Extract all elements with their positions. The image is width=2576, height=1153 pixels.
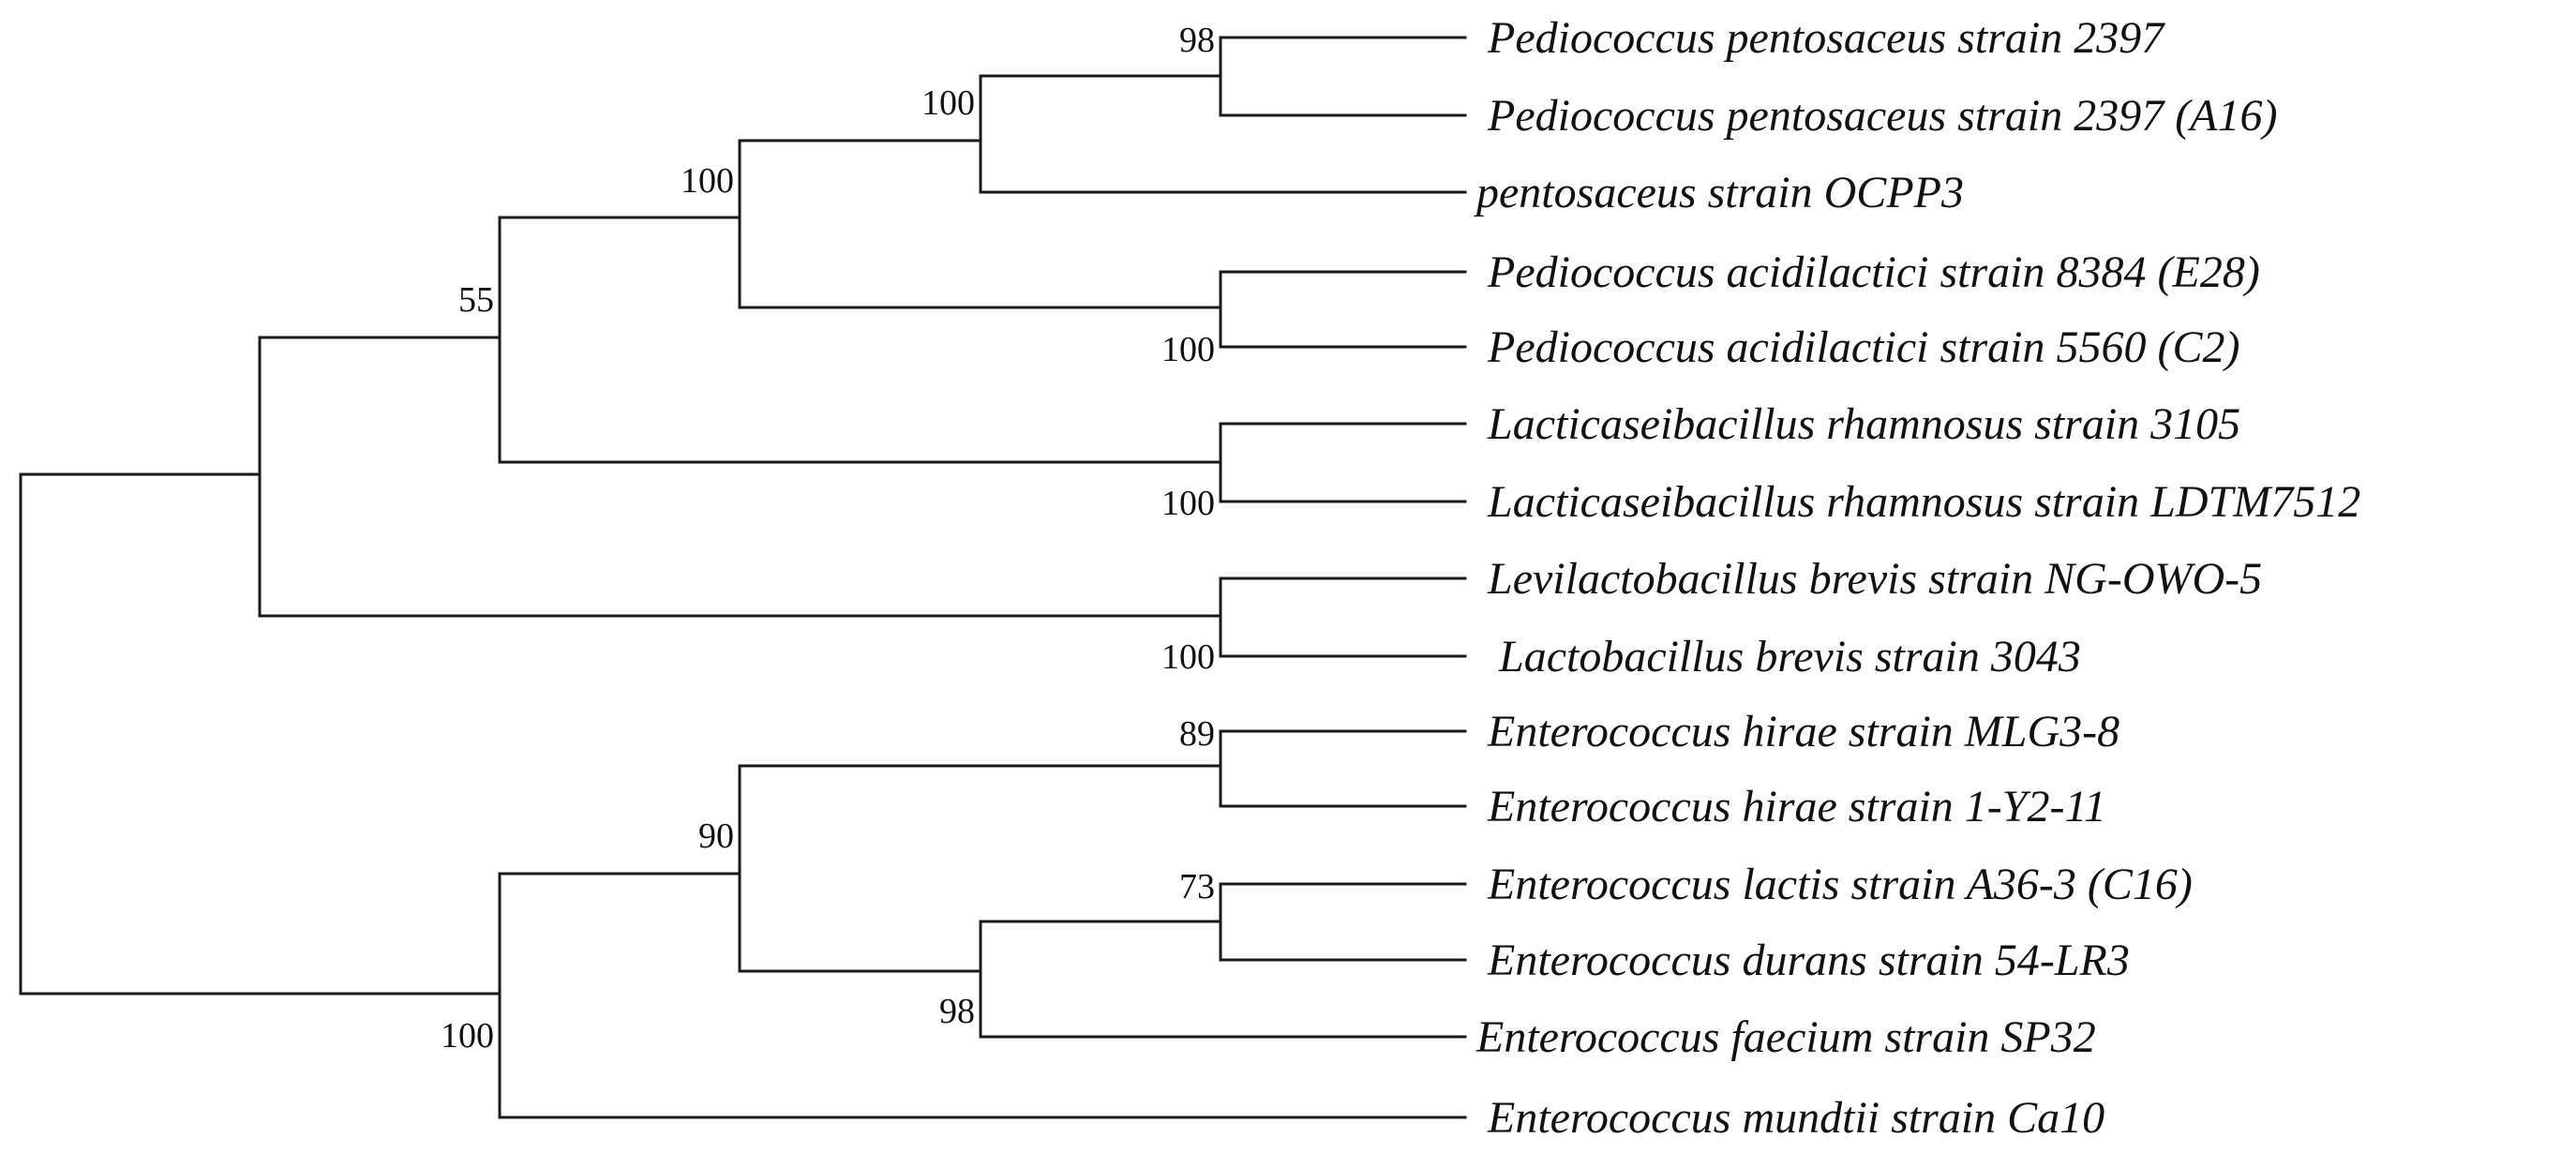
taxon-labels: Pediococcus pentosaceus strain 2397 Pedi… xyxy=(1474,13,2360,1143)
taxon-label: Enterococcus mundtii strain Ca10 xyxy=(1487,1093,2104,1143)
taxon-label: Enterococcus lactis strain A36-3 (C16) xyxy=(1487,860,2193,909)
taxon-label: Pediococcus pentosaceus strain 2397 xyxy=(1487,13,2165,63)
taxon-label: pentosaceus strain OCPP3 xyxy=(1474,168,1964,217)
taxon-label: Levilactobacillus brevis strain NG-OWO-5 xyxy=(1487,554,2262,604)
support-hirae-pair: 89 xyxy=(1179,714,1215,754)
support-pediococcus-clade: 100 xyxy=(681,161,734,201)
support-values: 98 100 100 100 55 100 100 89 90 73 98 10… xyxy=(441,21,1215,1056)
taxon-label: Lacticaseibacillus rhamnosus strain 3105 xyxy=(1487,399,2240,449)
taxon-label: Lactobacillus brevis strain 3043 xyxy=(1488,632,2081,681)
taxon-label: Pediococcus acidilactici strain 8384 (E2… xyxy=(1487,247,2260,297)
support-enterococcus-clade: 100 xyxy=(441,1016,494,1056)
support-lactis-durans-pair: 73 xyxy=(1179,867,1215,906)
support-acidilactici-pair: 100 xyxy=(1161,330,1215,369)
support-brevis-pair: 100 xyxy=(1161,637,1215,677)
tree-branches xyxy=(19,36,1467,1119)
support-rhamnosus-pair: 100 xyxy=(1161,484,1215,523)
support-enterococcus-core: 90 xyxy=(698,816,734,856)
taxon-label: Enterococcus faecium strain SP32 xyxy=(1475,1012,2096,1062)
taxon-label: Enterococcus hirae strain MLG3-8 xyxy=(1487,707,2119,756)
support-lactis-durans-faecium: 98 xyxy=(939,992,975,1031)
support-pentosaceus-2397-pair: 98 xyxy=(1179,21,1215,60)
taxon-label: Pediococcus acidilactici strain 5560 (C2… xyxy=(1487,322,2240,372)
taxon-label: Enterococcus hirae strain 1-Y2-11 xyxy=(1487,782,2106,831)
support-upper-clade: 55 xyxy=(458,280,494,320)
taxon-label: Lacticaseibacillus rhamnosus strain LDTM… xyxy=(1487,477,2360,527)
support-pentosaceus-clade: 100 xyxy=(921,83,975,123)
taxon-label: Pediococcus pentosaceus strain 2397 (A16… xyxy=(1487,91,2277,141)
taxon-label: Enterococcus durans strain 54-LR3 xyxy=(1487,936,2130,985)
